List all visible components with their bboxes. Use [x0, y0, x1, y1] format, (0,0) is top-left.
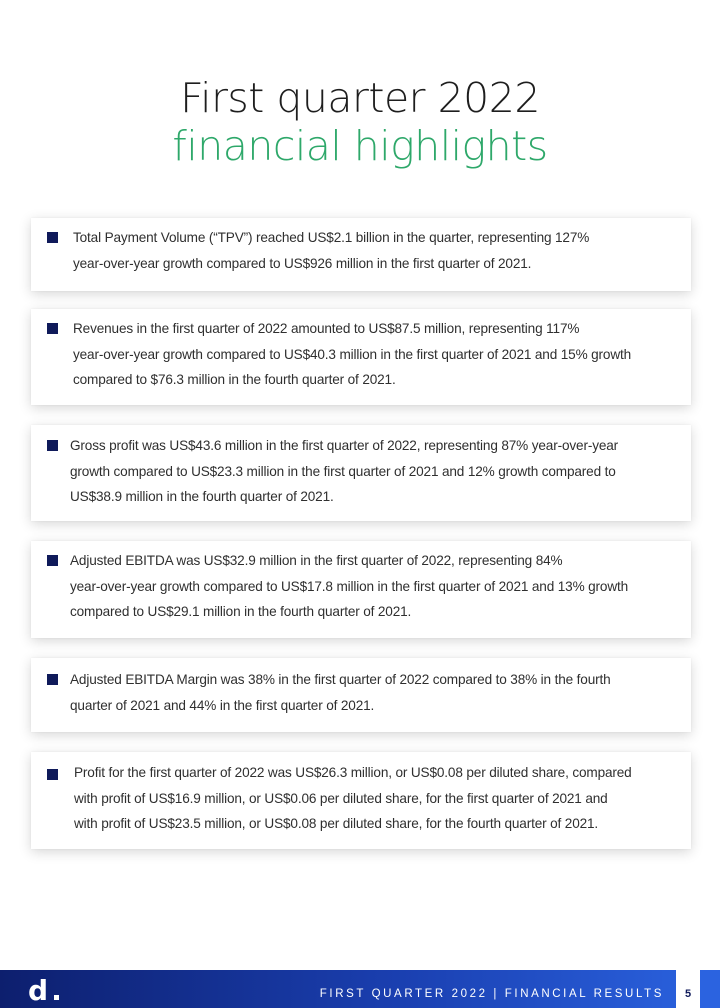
highlight-line: growth compared to US$23.3 million in th… [70, 463, 616, 479]
page-title: First quarter 2022 financial highlights [0, 74, 720, 170]
highlight-line: year-over-year growth compared to US$40.… [73, 346, 632, 362]
highlight-text: Adjusted EBITDA was US$32.9 million in t… [70, 548, 628, 625]
bullet-square-icon [47, 769, 58, 780]
highlight-line: quarter of 2021 and 44% in the first qua… [70, 697, 375, 713]
bullet-square-icon [47, 674, 58, 685]
page-number: 5 [684, 988, 692, 1000]
highlight-text: Adjusted EBITDA Margin was 38% in the fi… [70, 667, 611, 718]
bullet-square-icon [47, 232, 58, 243]
highlight-card-adjusted-ebitda: Adjusted EBITDA was US$32.9 million in t… [31, 541, 691, 638]
highlight-line: Total Payment Volume (“TPV”) reached US$… [73, 230, 590, 245]
highlight-line: compared to US$29.1 million in the fourt… [70, 604, 412, 619]
highlight-line: Adjusted EBITDA was US$32.9 million in t… [70, 553, 563, 568]
highlight-card-gross-profit: Gross profit was US$43.6 million in the … [31, 425, 691, 521]
highlight-line: Profit for the first quarter of 2022 was… [74, 765, 632, 780]
highlight-text: Gross profit was US$43.6 million in the … [70, 433, 618, 510]
highlight-line: Gross profit was US$43.6 million in the … [70, 438, 619, 453]
bullet-square-icon [47, 323, 58, 334]
footer-bar: d FIRST QUARTER 2022 | FINANCIAL RESULTS [0, 970, 720, 1008]
highlight-line: with profit of US$16.9 million, or US$0.… [74, 790, 608, 806]
page-number-box: 5 [676, 970, 700, 1008]
title-line-1: First quarter 2022 [180, 74, 540, 122]
highlight-line: year-over-year growth compared to US$926… [73, 255, 532, 271]
highlight-line: Revenues in the first quarter of 2022 am… [73, 321, 580, 336]
highlight-card-ebitda-margin: Adjusted EBITDA Margin was 38% in the fi… [31, 658, 691, 732]
highlight-card-revenues: Revenues in the first quarter of 2022 am… [31, 309, 691, 405]
highlight-text: Total Payment Volume (“TPV”) reached US$… [73, 225, 589, 276]
title-line-2: financial highlights [172, 122, 548, 170]
highlight-card-profit: Profit for the first quarter of 2022 was… [31, 752, 691, 849]
bullet-square-icon [47, 555, 58, 566]
footer-label: FIRST QUARTER 2022 | FINANCIAL RESULTS [319, 988, 664, 1000]
highlight-line: Adjusted EBITDA Margin was 38% in the fi… [70, 672, 611, 687]
highlight-line: year-over-year growth compared to US$17.… [70, 578, 629, 594]
footer-accent-strip [700, 970, 720, 1008]
highlight-text: Profit for the first quarter of 2022 was… [74, 760, 632, 837]
company-logo: d [28, 974, 49, 1007]
highlight-text: Revenues in the first quarter of 2022 am… [73, 316, 631, 393]
highlight-line: US$38.9 million in the fourth quarter of… [70, 489, 334, 504]
highlight-card-tpv: Total Payment Volume (“TPV”) reached US$… [31, 218, 691, 291]
highlight-line: compared to $76.3 million in the fourth … [73, 372, 396, 387]
logo-dot-icon [54, 995, 59, 1000]
bullet-square-icon [47, 440, 58, 451]
highlight-line: with profit of US$23.5 million, or US$0.… [74, 816, 599, 831]
